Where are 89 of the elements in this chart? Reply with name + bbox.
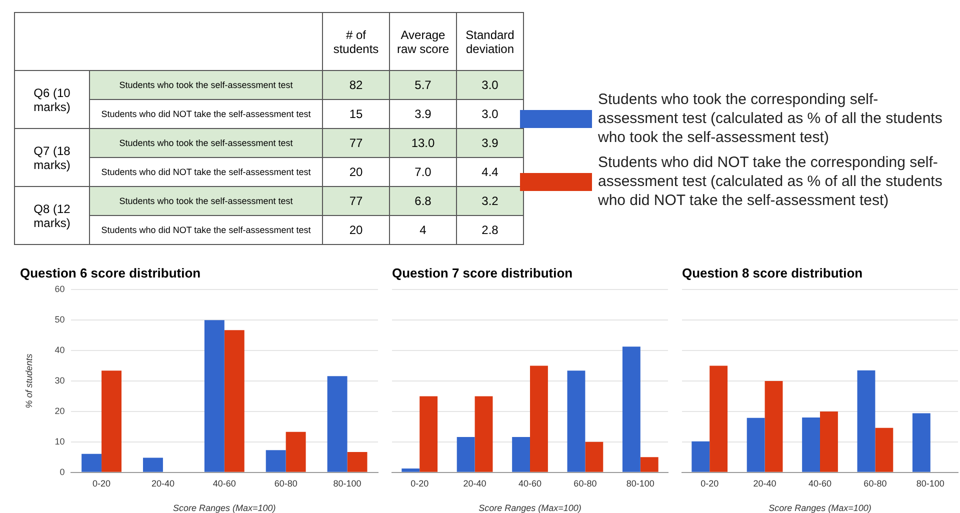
legend-label: Students who did NOT take the corresponding self-assessment test (calculated as % of all the students who did NOT take the self-assessment test) xyxy=(598,153,944,210)
bar xyxy=(474,396,493,472)
x-tick-label: 80-100 xyxy=(916,478,944,488)
bar xyxy=(266,450,286,472)
bar xyxy=(102,370,122,472)
bar xyxy=(710,366,728,472)
bar xyxy=(802,418,820,472)
bar xyxy=(224,330,244,472)
x-tick-label: 80-100 xyxy=(333,478,362,488)
x-tick-label: 0-20 xyxy=(410,478,429,488)
x-tick-label: 0-20 xyxy=(92,478,111,488)
y-tick-label: 60 xyxy=(54,284,65,294)
x-tick-label: Average raw score xyxy=(390,12,456,70)
y-tick-label: 10 xyxy=(54,436,65,446)
bar xyxy=(512,437,530,472)
y-tick-label: Students who did NOT take the self-assessment test xyxy=(90,216,322,244)
data-label: 3.9 xyxy=(456,128,524,158)
bar xyxy=(82,454,102,472)
y-tick-label: 20 xyxy=(54,406,65,416)
x-tick-label: 80-100 xyxy=(626,478,654,488)
data-label: 13.0 xyxy=(390,128,456,158)
bar xyxy=(585,442,604,472)
y-tick-label: 40 xyxy=(54,345,65,356)
data-label: 77 xyxy=(322,128,390,158)
y-tick-label: 50 xyxy=(54,314,65,325)
chart-title: Question 8 score distribution xyxy=(682,265,863,280)
data-label: 7.0 xyxy=(390,158,456,186)
y-tick-label: Students who took the self-assessment test xyxy=(90,186,322,216)
bar xyxy=(420,396,438,472)
y2-tick-label: Q8 (12 marks) xyxy=(14,186,90,244)
data-label: 3.0 xyxy=(456,100,524,128)
x-tick-label: 40-60 xyxy=(212,478,236,488)
legend-label: Students who took the corresponding self-assessment test (calculated as % of all the students who took the self-assessment test) xyxy=(598,90,944,147)
data-label: 15 xyxy=(322,100,390,128)
y-tick-label: Students who did NOT take the self-assessment test xyxy=(90,100,322,128)
y-tick-label: 30 xyxy=(54,375,65,386)
x-tick-label: 40-60 xyxy=(518,478,542,488)
data-label: 2.8 xyxy=(456,216,524,244)
bar xyxy=(640,457,658,472)
bar xyxy=(402,468,420,472)
x-axis-title: Score Ranges (Max=100) xyxy=(173,503,276,513)
y-tick-label: Students who took the self-assessment test xyxy=(90,128,322,158)
bar xyxy=(875,428,894,472)
y-axis-title: % of students xyxy=(24,353,34,408)
x-tick-label: 60-80 xyxy=(274,478,298,488)
x-tick-label: 60-80 xyxy=(574,478,597,488)
y-tick-label: Students who did NOT take the self-assessment test xyxy=(90,158,322,186)
bar xyxy=(327,376,348,472)
bar xyxy=(764,381,783,472)
bar xyxy=(622,346,640,472)
bar xyxy=(204,320,224,472)
data-label: 5.7 xyxy=(390,70,456,100)
bar xyxy=(347,452,368,472)
data-label: 20 xyxy=(322,158,390,186)
bar xyxy=(912,413,930,472)
bar xyxy=(746,418,765,472)
data-label: 4.4 xyxy=(456,158,524,186)
x-tick-label: 0-20 xyxy=(700,478,719,488)
x-tick-label: # of students xyxy=(322,12,390,70)
x-axis-title: Score Ranges (Max=100) xyxy=(768,503,872,513)
bar xyxy=(286,432,306,472)
y-tick-label: 0 xyxy=(60,466,65,477)
bar xyxy=(530,366,548,472)
data-label: 6.8 xyxy=(390,186,456,216)
data-label: 3.0 xyxy=(456,70,524,100)
data-label: 3.2 xyxy=(456,186,524,216)
x-tick-label: 20-40 xyxy=(463,478,486,488)
bar xyxy=(857,370,876,472)
bar xyxy=(820,411,838,472)
x-axis-title: Score Ranges (Max=100) xyxy=(478,503,582,513)
x-tick-label: 60-80 xyxy=(864,478,887,488)
data-label: 3.9 xyxy=(390,100,456,128)
data-label: 77 xyxy=(322,186,390,216)
x-tick-label: Standard deviation xyxy=(456,12,524,70)
chart-title: Question 7 score distribution xyxy=(392,265,573,280)
y-tick-label: Students who took the self-assessment test xyxy=(90,70,322,100)
x-tick-label: 20-40 xyxy=(151,478,174,488)
chart-title: Question 6 score distribution xyxy=(20,265,201,280)
y2-tick-label: Q7 (18 marks) xyxy=(14,128,90,186)
x-tick-label: 20-40 xyxy=(753,478,776,488)
bar xyxy=(456,437,475,472)
data-label: 4 xyxy=(390,216,456,244)
data-label: 82 xyxy=(322,70,390,100)
bar xyxy=(692,441,710,472)
y2-tick-label: Q6 (10 marks) xyxy=(14,70,90,128)
bar xyxy=(143,458,163,472)
data-label: 20 xyxy=(322,216,390,244)
x-tick-label: 40-60 xyxy=(808,478,832,488)
bar xyxy=(567,370,586,472)
